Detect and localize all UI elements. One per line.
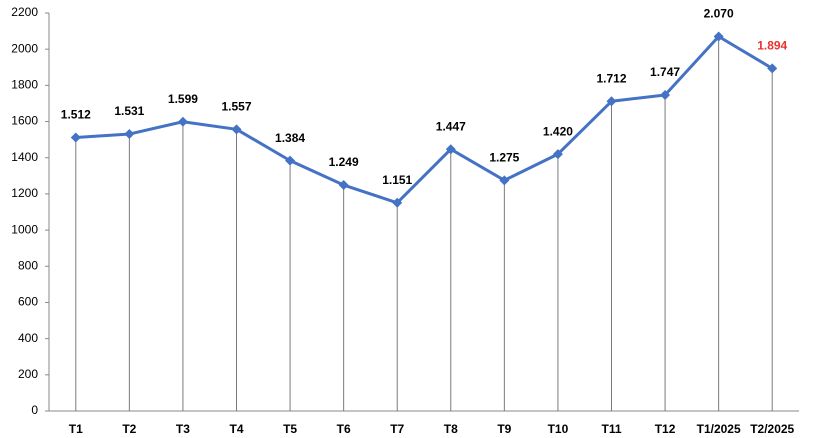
x-tick-label: T9: [497, 422, 511, 436]
value-label: 1.384: [275, 131, 305, 145]
value-label: 1.557: [221, 99, 251, 113]
x-tick-label: T4: [229, 422, 243, 436]
x-tick-label: T8: [444, 422, 458, 436]
value-label: 1.712: [596, 71, 626, 85]
marker: [767, 63, 778, 74]
marker: [552, 149, 563, 160]
x-tick-label: T6: [337, 422, 351, 436]
x-tick-label: T5: [283, 422, 297, 436]
value-label: 1.531: [114, 104, 144, 118]
x-tick-label: T11: [601, 422, 621, 436]
marker: [445, 144, 456, 155]
y-tick-label: 800: [18, 258, 38, 272]
y-tick-label: 1200: [11, 186, 38, 200]
marker: [713, 31, 724, 42]
marker: [606, 96, 617, 107]
value-label: 1.249: [329, 155, 359, 169]
value-label: 1.420: [543, 124, 573, 138]
marker: [124, 129, 135, 140]
value-label: 1.275: [489, 151, 519, 165]
x-tick-label: T10: [548, 422, 569, 436]
y-tick-label: 1600: [11, 114, 38, 128]
y-tick-label: 0: [31, 403, 38, 417]
marker: [660, 89, 671, 100]
x-tick-label: T2: [122, 422, 136, 436]
x-tick-label: T3: [176, 422, 190, 436]
x-tick-label: T1: [69, 422, 83, 436]
y-tick-label: 1000: [11, 222, 38, 236]
x-tick-label: T12: [655, 422, 676, 436]
value-label: 1.894: [757, 39, 787, 53]
x-tick-label: T2/2025: [750, 422, 794, 436]
value-label: 1.599: [168, 92, 198, 106]
marker: [499, 175, 510, 186]
value-label: 1.512: [61, 108, 91, 122]
marker: [392, 197, 403, 208]
marker: [70, 132, 81, 143]
y-tick-label: 200: [18, 367, 38, 381]
marker: [338, 180, 349, 191]
marker: [231, 124, 242, 135]
marker: [177, 116, 188, 127]
series-line: [75, 35, 773, 205]
y-tick-label: 1800: [11, 78, 38, 92]
value-label: 1.447: [436, 119, 466, 133]
y-tick-label: 400: [18, 331, 38, 345]
y-tick-label: 2000: [11, 41, 38, 55]
y-tick-label: 600: [18, 295, 38, 309]
marker: [285, 155, 296, 166]
x-tick-label: T7: [390, 422, 404, 436]
x-tick-label: T1/2025: [697, 422, 741, 436]
value-label: 1.747: [650, 65, 680, 79]
y-tick-label: 1400: [11, 150, 38, 164]
value-label: 1.151: [382, 173, 412, 187]
value-label: 2.070: [704, 7, 734, 21]
y-tick-label: 2200: [11, 5, 38, 19]
